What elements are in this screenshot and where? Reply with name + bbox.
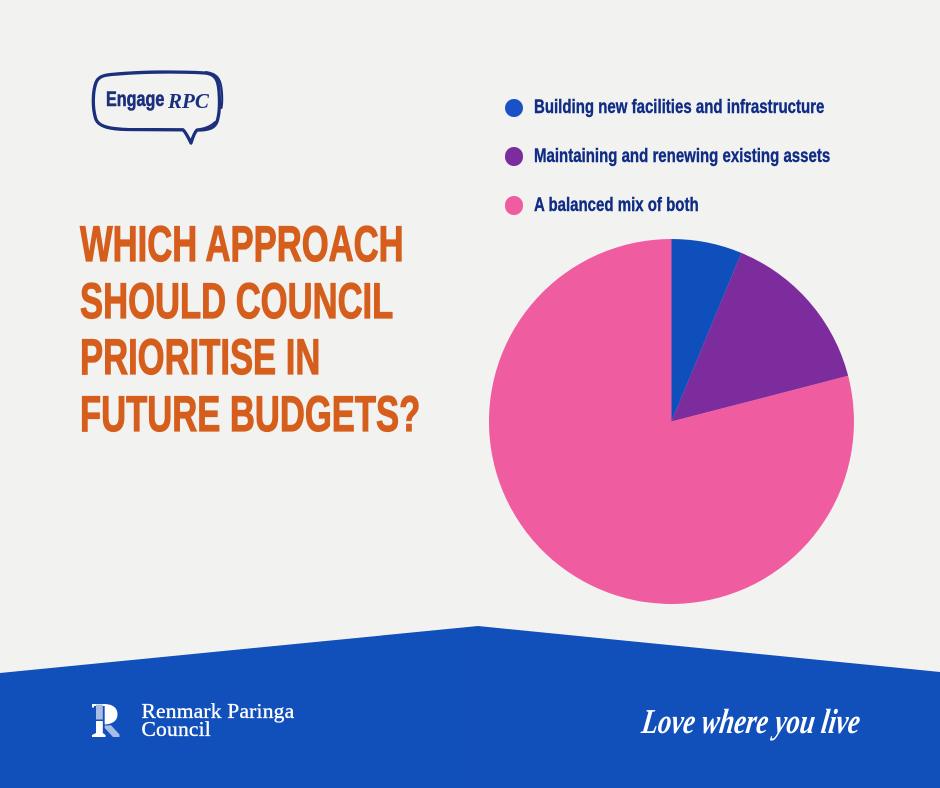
svg-text:RPC: RPC	[167, 89, 210, 113]
svg-text:Engage: Engage	[106, 87, 164, 111]
